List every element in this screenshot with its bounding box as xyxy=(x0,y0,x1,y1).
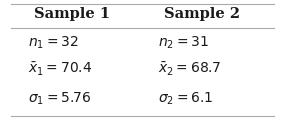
Text: Sample 2: Sample 2 xyxy=(164,7,240,21)
Text: $n_1 = 32$: $n_1 = 32$ xyxy=(28,35,79,51)
Text: $\bar{x}_1 = 70.4$: $\bar{x}_1 = 70.4$ xyxy=(28,61,92,78)
Text: $n_2 = 31$: $n_2 = 31$ xyxy=(158,35,209,51)
Text: $\sigma_2 = 6.1$: $\sigma_2 = 6.1$ xyxy=(158,90,213,107)
Text: $\bar{x}_2 = 68.7$: $\bar{x}_2 = 68.7$ xyxy=(158,61,221,78)
Text: Sample 1: Sample 1 xyxy=(34,7,110,21)
Text: $\sigma_1 = 5.76$: $\sigma_1 = 5.76$ xyxy=(28,90,91,107)
